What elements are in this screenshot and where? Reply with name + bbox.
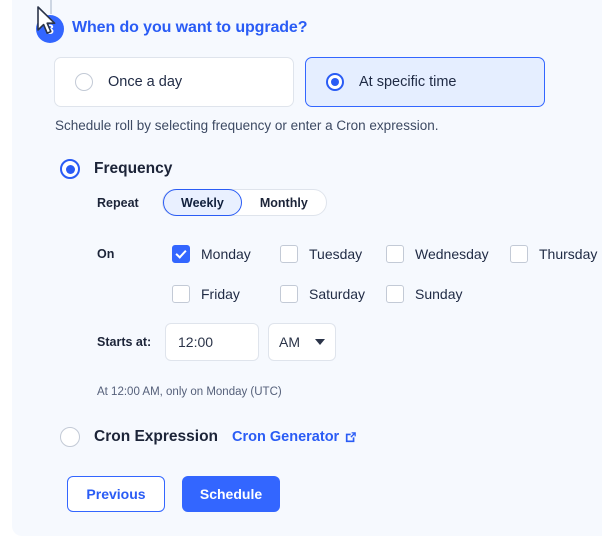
day-checkbox-wednesday[interactable]: Wednesday	[386, 245, 510, 263]
schedule-button[interactable]: Schedule	[182, 476, 280, 512]
repeat-option-monthly[interactable]: Monthly	[259, 195, 308, 210]
repeat-option-weekly[interactable]: Weekly	[163, 189, 242, 216]
external-link-icon	[346, 431, 356, 442]
checkbox-friday[interactable]	[172, 285, 190, 303]
day-label-monday: Monday	[201, 246, 251, 262]
day-label-sunday: Sunday	[415, 286, 463, 302]
cron-generator-link-text: Cron Generator	[232, 429, 340, 445]
radio-at-specific-time[interactable]	[326, 73, 344, 91]
step-connector-line	[50, 0, 52, 14]
repeat-toggle-group: Weekly Monthly	[162, 189, 327, 216]
repeat-label: Repeat	[97, 196, 139, 210]
checkbox-wednesday[interactable]	[386, 245, 404, 263]
radio-cron-expression[interactable]	[60, 427, 80, 447]
day-label-thursday: Thursday	[539, 246, 598, 262]
checkbox-monday[interactable]	[172, 245, 190, 263]
start-time-input[interactable]	[165, 323, 259, 361]
on-days-label: On	[97, 247, 115, 261]
day-checkbox-friday[interactable]: Friday	[172, 285, 280, 303]
radio-once-a-day[interactable]	[75, 73, 93, 91]
day-checkbox-thursday[interactable]: Thursday	[510, 245, 602, 263]
step-number-badge: 3	[36, 15, 64, 43]
chevron-down-icon	[315, 339, 325, 345]
cron-expression-label: Cron Expression	[94, 428, 219, 445]
day-checkbox-tuesday[interactable]: Tuesday	[280, 245, 386, 263]
day-checkbox-saturday[interactable]: Saturday	[280, 285, 386, 303]
starts-at-label: Starts at:	[97, 335, 152, 349]
day-checkbox-sunday[interactable]: Sunday	[386, 285, 486, 303]
cron-generator-link[interactable]: Cron Generator	[232, 429, 357, 445]
day-label-tuesday: Tuesday	[309, 246, 363, 262]
day-label-friday: Friday	[201, 286, 240, 302]
day-checkbox-grid: Monday Tuesday Wednesday Thursday	[172, 243, 602, 323]
option-card-once-a-day[interactable]: Once a day	[54, 57, 294, 107]
previous-button[interactable]: Previous	[67, 476, 165, 512]
helper-text: Schedule roll by selecting frequency or …	[55, 118, 439, 133]
option-label-at-specific-time: At specific time	[359, 74, 457, 90]
ampm-select[interactable]: AM	[268, 323, 336, 361]
checkbox-tuesday[interactable]	[280, 245, 298, 263]
day-label-saturday: Saturday	[309, 286, 366, 302]
option-card-at-specific-time[interactable]: At specific time	[305, 57, 545, 107]
checkbox-saturday[interactable]	[280, 285, 298, 303]
schedule-mode-options: Once a day At specific time	[54, 57, 545, 107]
day-checkbox-monday[interactable]: Monday	[172, 245, 280, 263]
option-label-once-a-day: Once a day	[108, 74, 183, 90]
day-row-first: Monday Tuesday Wednesday Thursday	[172, 243, 602, 265]
checkbox-thursday[interactable]	[510, 245, 528, 263]
day-label-wednesday: Wednesday	[415, 246, 489, 262]
radio-frequency[interactable]	[60, 159, 80, 179]
ampm-value: AM	[279, 334, 300, 350]
day-row-second: Friday Saturday Sunday	[172, 283, 602, 305]
checkbox-sunday[interactable]	[386, 285, 404, 303]
cron-expression-row: Cron Expression Cron Generator	[60, 427, 357, 447]
schedule-summary-text: At 12:00 AM, only on Monday (UTC)	[97, 386, 282, 398]
step-panel: 3 When do you want to upgrade? Once a da…	[12, 0, 602, 536]
page-title: When do you want to upgrade?	[72, 19, 308, 36]
frequency-option-row[interactable]: Frequency	[60, 159, 172, 179]
frequency-label: Frequency	[94, 160, 173, 177]
